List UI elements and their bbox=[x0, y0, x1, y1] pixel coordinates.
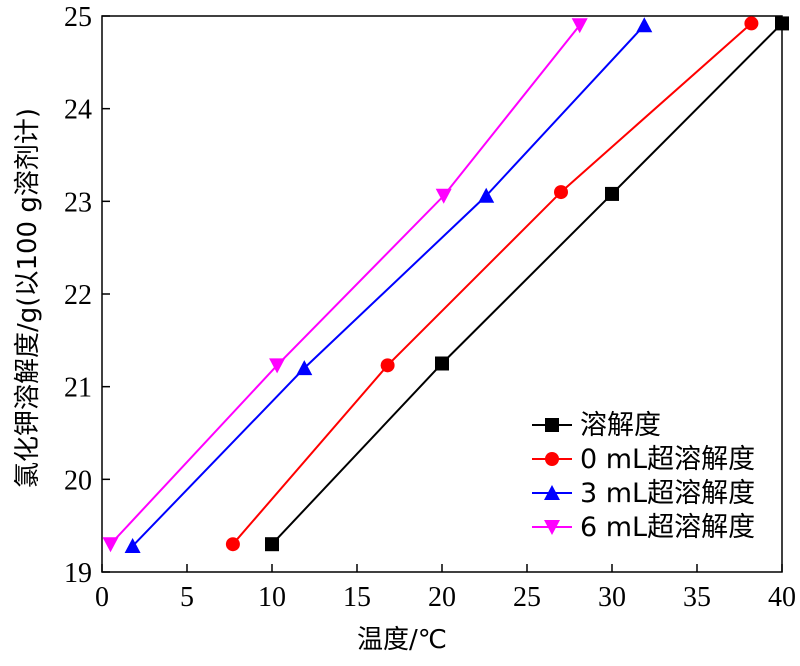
data-point bbox=[380, 358, 395, 373]
legend-item: 6 mL超溶解度 bbox=[532, 512, 755, 543]
x-tick-label: 25 bbox=[513, 582, 541, 613]
series-line bbox=[271, 22, 783, 545]
data-point bbox=[269, 358, 286, 374]
data-point bbox=[571, 18, 588, 34]
data-point bbox=[435, 188, 452, 204]
legend-item: 0 mL超溶解度 bbox=[532, 444, 755, 475]
series-layer bbox=[102, 16, 789, 554]
data-point bbox=[265, 537, 279, 552]
series-3 bbox=[102, 18, 588, 553]
legend-marker bbox=[545, 418, 559, 432]
y-tick-label: 20 bbox=[64, 465, 92, 496]
x-tick-label: 20 bbox=[428, 582, 456, 613]
x-tick-label: 40 bbox=[768, 582, 796, 613]
data-point bbox=[225, 537, 240, 552]
legend-item: 溶解度 bbox=[532, 410, 661, 441]
legend-marker bbox=[544, 485, 560, 500]
data-point bbox=[744, 16, 759, 31]
y-axis-title: 氯化钾溶解度/g(以100 g溶剂计) bbox=[13, 108, 43, 488]
x-tick-label: 15 bbox=[343, 582, 371, 613]
axes: 0 5 10 15 20 25 30 35 40 19 20 21 22 23 24 25 bbox=[64, 2, 796, 613]
series-1 bbox=[225, 16, 759, 552]
data-point bbox=[124, 538, 141, 554]
data-point bbox=[102, 537, 119, 553]
legend-label: 溶解度 bbox=[580, 410, 661, 441]
legend-label: 6 mL超溶解度 bbox=[580, 512, 755, 543]
y-tick-label: 24 bbox=[64, 95, 92, 126]
x-tick-label: 0 bbox=[95, 582, 109, 613]
y-tick-label: 19 bbox=[64, 558, 92, 589]
y-tick-label: 23 bbox=[64, 187, 92, 218]
data-point bbox=[296, 360, 313, 376]
series-0 bbox=[265, 16, 789, 552]
legend-marker bbox=[545, 452, 559, 466]
legend-label: 0 mL超溶解度 bbox=[580, 444, 755, 475]
x-tick-label: 30 bbox=[598, 582, 626, 613]
series-line bbox=[131, 24, 646, 547]
legend-label: 3 mL超溶解度 bbox=[580, 478, 755, 509]
legend-marker bbox=[544, 520, 560, 535]
legend-item: 3 mL超溶解度 bbox=[532, 478, 755, 509]
data-point bbox=[636, 17, 653, 33]
y-tick-label: 25 bbox=[64, 2, 92, 33]
x-axis-title: 温度/℃ bbox=[357, 625, 447, 655]
data-point bbox=[478, 187, 495, 203]
series-2 bbox=[124, 17, 653, 554]
data-point bbox=[435, 356, 449, 371]
x-tick-label: 5 bbox=[180, 582, 194, 613]
y-tick-label: 22 bbox=[64, 280, 92, 311]
x-tick-label: 35 bbox=[683, 582, 711, 613]
series-line bbox=[232, 22, 753, 545]
data-point bbox=[554, 185, 568, 200]
x-tick-label: 10 bbox=[258, 582, 286, 613]
data-point bbox=[775, 16, 789, 31]
y-tick-label: 21 bbox=[64, 373, 92, 404]
series-line bbox=[109, 24, 581, 545]
data-point bbox=[605, 186, 619, 201]
